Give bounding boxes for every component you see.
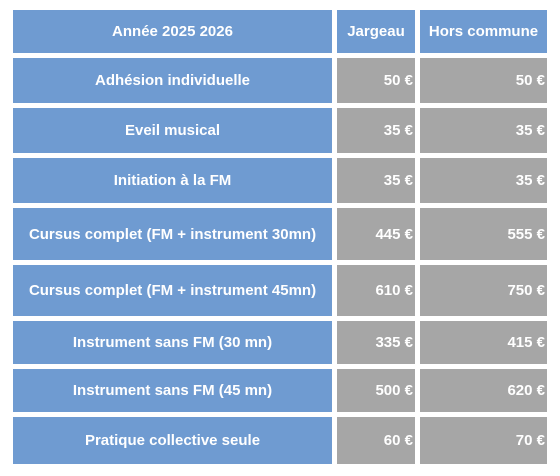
header-jargeau: Jargeau <box>337 10 415 53</box>
row-label: Instrument sans FM (45 mn) <box>13 369 332 412</box>
row-label: Eveil musical <box>13 108 332 153</box>
price-hors-commune: 35 € <box>420 108 547 153</box>
price-jargeau: 500 € <box>337 369 415 412</box>
price-jargeau: 445 € <box>337 208 415 260</box>
price-jargeau: 335 € <box>337 321 415 364</box>
header-hors-commune: Hors commune <box>420 10 547 53</box>
row-label: Pratique collective seule <box>13 417 332 464</box>
price-hors-commune: 620 € <box>420 369 547 412</box>
price-jargeau: 50 € <box>337 58 415 103</box>
price-hors-commune: 415 € <box>420 321 547 364</box>
price-hors-commune: 750 € <box>420 265 547 316</box>
row-label: Initiation à la FM <box>13 158 332 203</box>
row-label: Adhésion individuelle <box>13 58 332 103</box>
price-hors-commune: 555 € <box>420 208 547 260</box>
price-hors-commune: 35 € <box>420 158 547 203</box>
header-year: Année 2025 2026 <box>13 10 332 53</box>
row-label: Instrument sans FM (30 mn) <box>13 321 332 364</box>
price-hors-commune: 50 € <box>420 58 547 103</box>
price-hors-commune: 70 € <box>420 417 547 464</box>
price-jargeau: 35 € <box>337 108 415 153</box>
row-label: Cursus complet (FM + instrument 45mn) <box>13 265 332 316</box>
row-label: Cursus complet (FM + instrument 30mn) <box>13 208 332 260</box>
price-jargeau: 610 € <box>337 265 415 316</box>
price-jargeau: 60 € <box>337 417 415 464</box>
price-jargeau: 35 € <box>337 158 415 203</box>
